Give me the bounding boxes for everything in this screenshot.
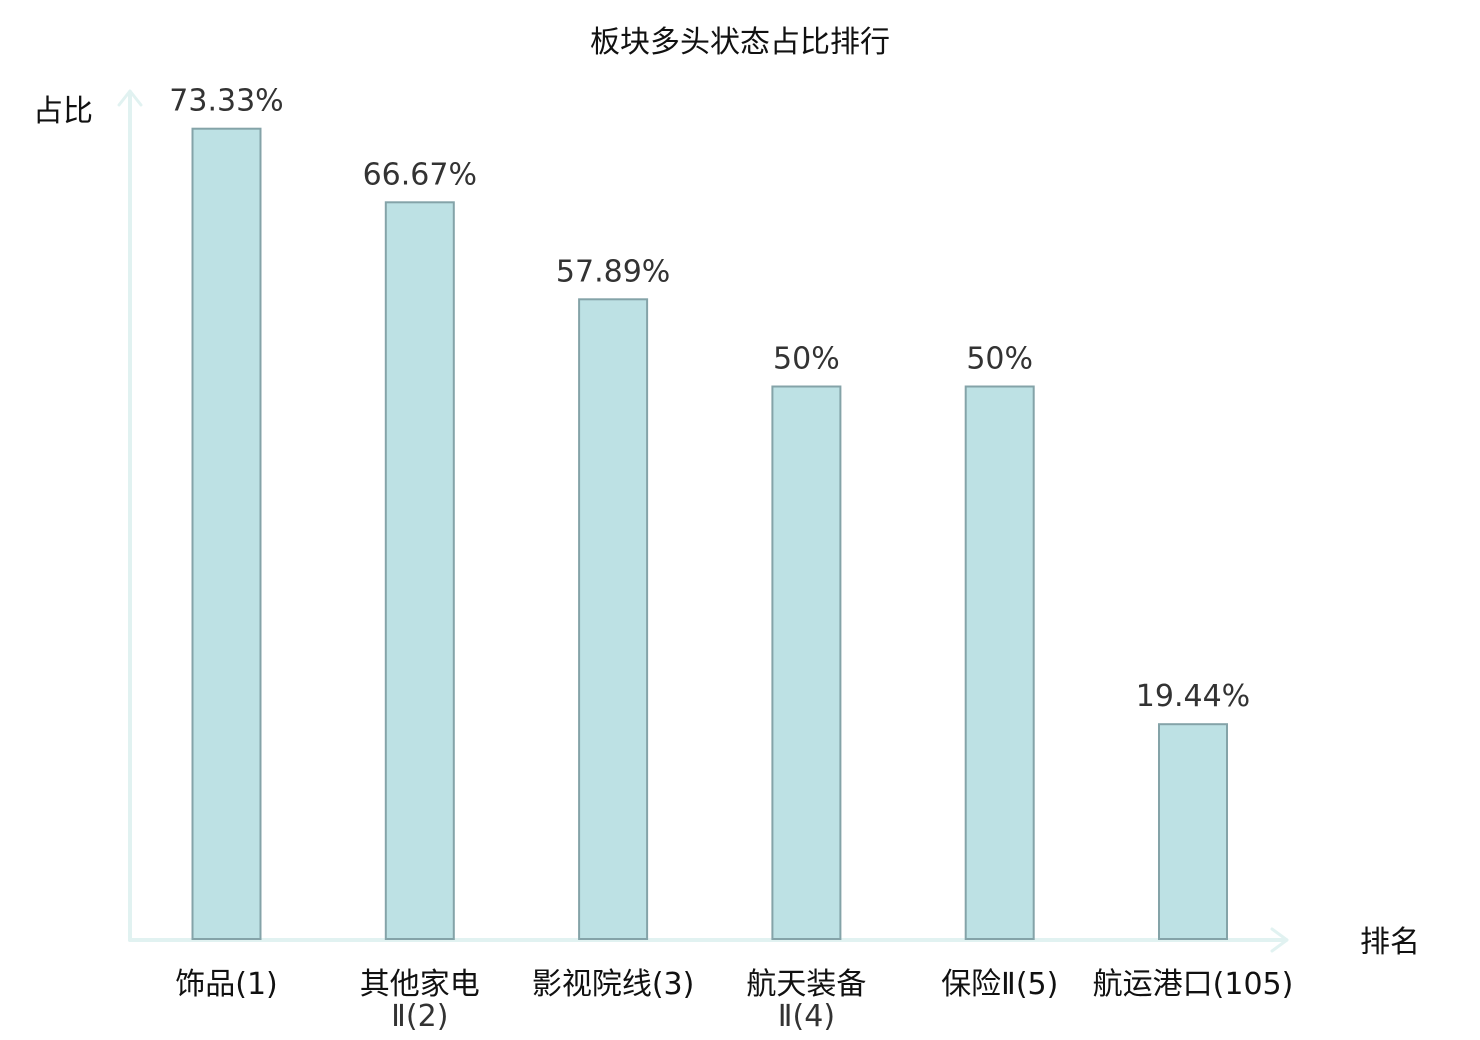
bar — [384, 201, 455, 941]
category-label: Ⅱ(2) — [391, 999, 448, 1034]
bar-value-label: 73.33% — [169, 84, 283, 119]
category-label: 影视院线(3) — [532, 967, 695, 1002]
bar — [191, 127, 262, 940]
chart-title: 板块多头状态占比排行 — [590, 25, 890, 60]
bar — [964, 385, 1035, 940]
category-label: Ⅱ(4) — [778, 999, 835, 1034]
bar-value-label: 50% — [966, 342, 1033, 377]
bar-value-label: 66.67% — [363, 157, 477, 192]
category-label: 航天装备 — [746, 967, 866, 1002]
bar — [1158, 723, 1228, 941]
bar-value-label: 50% — [773, 342, 840, 377]
bars-group — [191, 127, 1228, 941]
bar-value-label: 19.44% — [1136, 679, 1250, 714]
category-label: 饰品(1) — [175, 967, 278, 1002]
y-axis: 占比 — [33, 89, 143, 942]
y-axis-title: 占比 — [33, 94, 93, 129]
x-axis-arrowhead — [1270, 927, 1289, 953]
category-label: 航运港口(105) — [1093, 967, 1294, 1002]
bar — [578, 298, 649, 940]
x-axis-title: 排名 — [1360, 925, 1420, 960]
category-label: 保险Ⅱ(5) — [941, 967, 1058, 1002]
y-axis-arrowhead — [117, 89, 143, 107]
bar-value-label: 57.89% — [556, 254, 670, 289]
category-label: 其他家电 — [360, 967, 480, 1002]
x-axis: 排名 — [128, 925, 1420, 960]
bar — [771, 385, 842, 940]
value-labels-group: 73.33% 66.67% 57.89% 50% 50% 19.44% — [169, 84, 1250, 715]
